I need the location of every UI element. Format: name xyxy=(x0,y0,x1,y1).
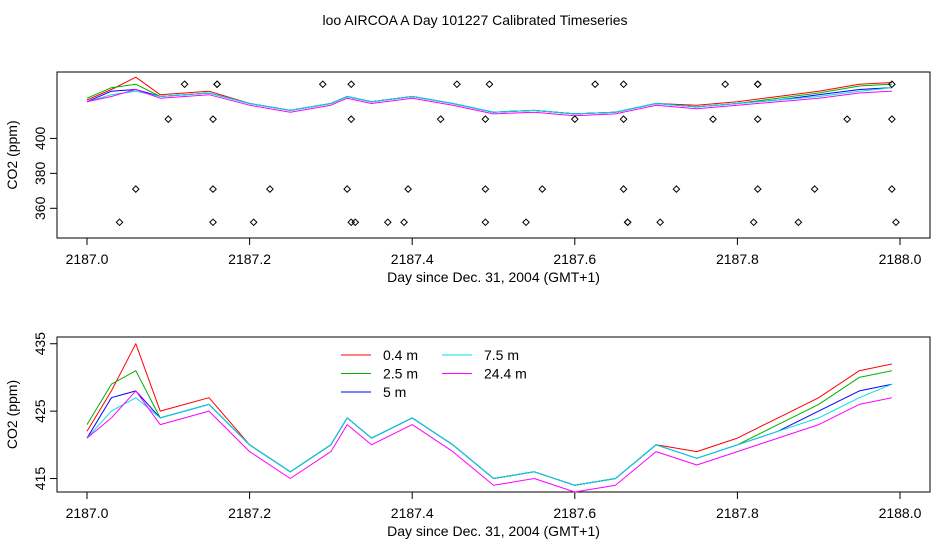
data-point xyxy=(619,115,628,124)
data-point xyxy=(619,80,628,89)
data-point xyxy=(538,185,547,193)
x-axis-label: Day since Dec. 31, 2004 (GMT+1) xyxy=(387,269,600,285)
legend-label-2-5-m: 2.5 m xyxy=(383,366,418,382)
x-axis-label: Day since Dec. 31, 2004 (GMT+1) xyxy=(387,523,600,539)
series-line-2-5-m xyxy=(86,83,892,115)
data-point xyxy=(347,80,356,89)
series-line-0-4-m xyxy=(86,76,892,115)
data-point xyxy=(481,115,490,124)
data-point xyxy=(343,185,352,193)
data-point xyxy=(721,80,730,89)
data-point xyxy=(213,80,221,89)
data-point xyxy=(570,115,579,124)
series-line-5-m xyxy=(86,383,893,486)
series-line-24-4-m xyxy=(86,89,892,117)
top-panel: 2187.0 2187.2 2187.4 2187.6 2187.8 2188.0 360 3… xyxy=(4,71,931,285)
data-point xyxy=(318,80,327,89)
plot-frame xyxy=(56,336,931,493)
figure-title: loo AIRCOA A Day 101227 Calibrated Times… xyxy=(322,12,627,28)
x-tick-label: 2187.6 xyxy=(553,251,596,267)
data-point xyxy=(619,185,628,193)
data-point xyxy=(753,80,762,89)
data-point xyxy=(623,218,632,227)
data-point xyxy=(794,218,803,227)
data-point xyxy=(481,185,490,193)
legend-label-24-4-m: 24.4 m xyxy=(484,366,527,382)
data-point xyxy=(709,115,717,124)
data-point xyxy=(213,80,221,89)
data-point xyxy=(887,80,896,89)
x-tick-label: 2188.0 xyxy=(879,505,922,521)
y-axis-label: CO2 (ppm) xyxy=(4,120,20,189)
data-point xyxy=(164,115,173,124)
data-point xyxy=(656,218,665,227)
x-tick-label: 2188.0 xyxy=(879,251,922,267)
x-tick-label: 2187.0 xyxy=(66,251,109,267)
legend-label-7-5-m: 7.5 m xyxy=(484,347,519,363)
data-point xyxy=(749,218,758,227)
y-tick-label: 415 xyxy=(32,467,48,491)
y-tick-label: 360 xyxy=(32,196,48,220)
bottom-panel: 2187.0 2187.2 2187.4 2187.6 2187.8 2188.0 415 4… xyxy=(4,332,931,539)
y-tick-label: 380 xyxy=(32,161,48,185)
x-tick-label: 2187.2 xyxy=(228,505,271,521)
data-point xyxy=(131,185,140,193)
data-point xyxy=(753,80,762,89)
data-point xyxy=(115,218,124,227)
y-tick-label: 435 xyxy=(32,332,48,356)
x-tick-label: 2187.2 xyxy=(228,251,271,267)
series-line-7-5-m xyxy=(86,383,893,486)
data-point xyxy=(481,218,490,227)
data-point xyxy=(753,185,762,193)
legend: 0.4 m 2.5 m 5 m 7.5 m 24.4 m xyxy=(341,347,527,400)
x-tick-label: 2187.8 xyxy=(716,251,759,267)
y-axis-label: CO2 (ppm) xyxy=(4,380,20,449)
data-point xyxy=(453,80,461,89)
x-tick-label: 2187.6 xyxy=(553,505,596,521)
series-line-24-4-m xyxy=(86,390,893,493)
data-point xyxy=(266,185,274,193)
data-point xyxy=(892,218,900,227)
data-point xyxy=(400,218,408,227)
series-line-7-5-m xyxy=(86,87,892,115)
data-point xyxy=(522,218,530,227)
plot-frame xyxy=(56,71,931,239)
data-point xyxy=(347,218,356,227)
x-tick-label: 2187.8 xyxy=(716,505,759,521)
data-point xyxy=(347,115,356,124)
x-tick-label: 2187.0 xyxy=(66,505,109,521)
data-point xyxy=(209,218,217,227)
data-point xyxy=(485,80,494,89)
legend-label-5-m: 5 m xyxy=(383,384,406,400)
data-point xyxy=(810,185,819,193)
legend-label-0-4-m: 0.4 m xyxy=(383,347,418,363)
data-point xyxy=(672,185,681,193)
data-point xyxy=(351,218,360,227)
data-point xyxy=(249,218,258,227)
data-point xyxy=(383,218,392,227)
data-point xyxy=(591,80,600,89)
data-point xyxy=(843,115,852,124)
data-point xyxy=(436,115,445,124)
data-point xyxy=(753,115,762,124)
data-point xyxy=(404,185,413,193)
data-point xyxy=(887,185,896,193)
series-line-2-5-m xyxy=(86,370,893,486)
y-tick-label: 425 xyxy=(32,399,48,423)
data-point xyxy=(209,185,217,193)
data-point xyxy=(887,115,896,124)
x-tick-label: 2187.4 xyxy=(391,251,434,267)
data-point xyxy=(209,115,217,124)
data-point xyxy=(623,218,632,227)
x-tick-label: 2187.4 xyxy=(391,505,434,521)
y-tick-label: 400 xyxy=(32,127,48,151)
data-point xyxy=(180,80,189,89)
